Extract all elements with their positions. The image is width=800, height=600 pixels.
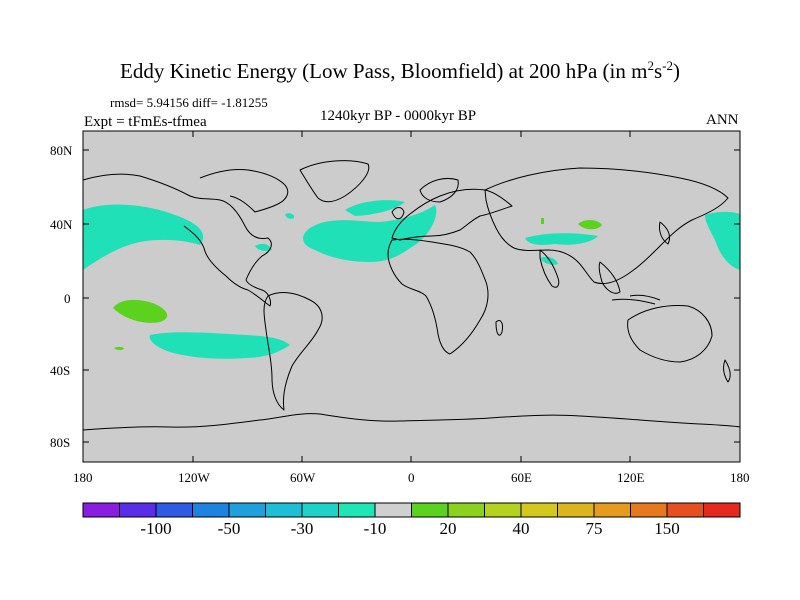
- anomaly-asia: [525, 233, 598, 245]
- coast-uk: [391, 207, 405, 220]
- negative-anomaly-regions: [83, 200, 740, 359]
- coast-indonesia: [611, 294, 661, 305]
- colorbar-swatch: [666, 502, 704, 518]
- colorbar-label: -30: [290, 519, 314, 538]
- colorbar-swatch: [265, 502, 303, 518]
- positive-anomaly-regions: [113, 218, 602, 351]
- plot-title: Eddy Kinetic Energy (Low Pass, Bloomfiel…: [120, 58, 680, 83]
- coast-africa: [387, 238, 489, 355]
- colorbar-swatch: [484, 502, 522, 518]
- colorbar-label: 75: [585, 519, 603, 538]
- colorbar-swatch: [520, 502, 558, 518]
- season-label: ANN: [706, 112, 739, 128]
- coast-greenland: [299, 160, 370, 203]
- stats-label: rmsd= 5.94156 diff= -1.81255: [110, 95, 268, 110]
- lat-label-80s: 80S: [50, 435, 71, 450]
- lon-label-60w: 60W: [290, 470, 316, 485]
- lat-label-0: 0: [64, 291, 71, 306]
- lon-label-180e: 180: [730, 470, 750, 485]
- colorbar-swatch: [630, 502, 668, 518]
- lat-label-40n: 40N: [50, 217, 73, 232]
- coast-india: [539, 249, 560, 288]
- colorbar-swatch: [119, 502, 157, 518]
- colorbar-label: 40: [512, 519, 530, 538]
- lat-ticks: [83, 149, 740, 443]
- lon-label-120w: 120W: [178, 470, 210, 485]
- anomaly-tibet: [578, 219, 602, 230]
- colorbar-swatch: [374, 502, 412, 518]
- coast-japan: [659, 221, 671, 245]
- anomaly-south-pacific: [149, 332, 290, 359]
- coast-antarctica: [82, 413, 741, 431]
- colorbar-swatch: [411, 502, 449, 518]
- colorbar-swatch: [301, 502, 339, 518]
- colorbar-label: -100: [140, 519, 172, 538]
- colorbar-swatch: [228, 502, 266, 518]
- period-label: 1240kyr BP - 0000kyr BP: [320, 108, 477, 124]
- anomaly-small-2: [285, 213, 295, 219]
- colorbar-swatch: [703, 502, 741, 518]
- coast-asia: [484, 167, 729, 285]
- anomaly-west-pacific: [705, 211, 740, 270]
- colorbar-swatch: [338, 502, 376, 518]
- lon-label-0: 0: [408, 470, 415, 485]
- lon-label-120e: 120E: [617, 470, 645, 485]
- colorbar-swatch: [593, 502, 631, 518]
- coast-north-america: [82, 173, 272, 307]
- lon-label-60e: 60E: [511, 470, 532, 485]
- anomaly-small-asia: [541, 218, 544, 224]
- coast-australia: [627, 305, 713, 363]
- colorbar-label: 20: [439, 519, 457, 538]
- anomaly-small-south: [114, 346, 124, 351]
- map-background: [83, 131, 740, 462]
- colorbar-label: -50: [217, 519, 241, 538]
- anomaly-small-1: [255, 243, 272, 251]
- coast-europe: [391, 188, 513, 241]
- coastlines: [82, 160, 741, 431]
- experiment-label: Expt = tFmEs-tfmea: [84, 114, 207, 130]
- colorbar-label: 150: [654, 519, 680, 538]
- colorbar-swatch: [447, 502, 485, 518]
- anomaly-tropical-pacific: [113, 299, 168, 323]
- colorbar-swatch: [557, 502, 595, 518]
- colorbar-swatch: [155, 502, 193, 518]
- coast-south-america: [263, 292, 323, 411]
- anomaly-north-pacific: [83, 204, 204, 270]
- lat-label-40s: 40S: [50, 363, 71, 378]
- coast-southeast-asia: [598, 261, 621, 294]
- anomaly-north-atlantic: [303, 205, 437, 262]
- anomaly-small-3: [540, 256, 558, 265]
- lon-ticks: [82, 131, 631, 462]
- lat-label-80n: 80N: [50, 143, 73, 158]
- colorbar-swatch: [192, 502, 230, 518]
- coast-madagascar: [495, 319, 503, 336]
- coast-scandinavia: [419, 177, 459, 203]
- colorbar-label: -10: [363, 519, 387, 538]
- coast-new-zealand: [723, 359, 731, 383]
- colorbar-swatch: [82, 502, 120, 518]
- anomaly-north-atlantic-2: [345, 200, 405, 216]
- coast-canada-arctic: [199, 169, 289, 213]
- lon-label-180w: 180: [73, 470, 93, 485]
